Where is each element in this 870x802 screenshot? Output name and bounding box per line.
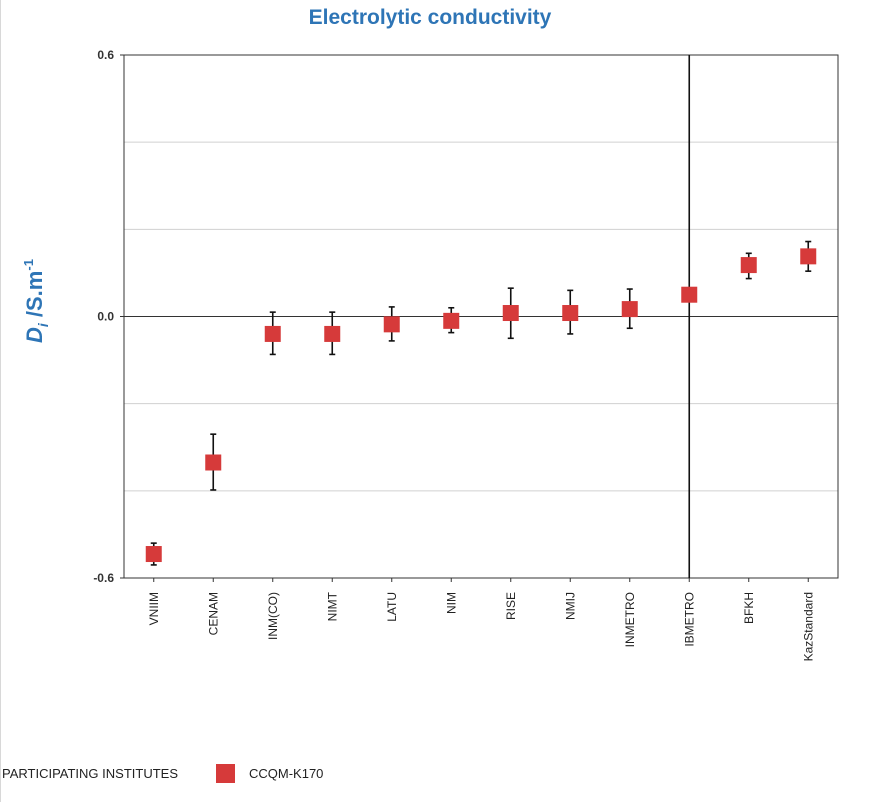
data-point-bfkh [740,257,757,274]
data-point-nmij [562,305,579,322]
data-point-nim [443,312,460,329]
data-point-nimt [324,325,341,342]
x-tick-label: INMETRO [623,592,637,647]
data-point-kazstandard [800,248,817,265]
legend: PARTICIPATING INSTITUTES CCQM-K170 [2,762,323,784]
chart-title: Electrolytic conductivity [308,6,552,29]
legend-marker [216,763,235,783]
data-point-ibmetro [681,286,698,303]
data-point-vniim [145,546,162,563]
y-tick-label: 0.6 [97,48,114,62]
data-point-rise [502,305,519,322]
data-point-inm-co- [264,325,281,342]
y-axis-label: Di /S.m-1 [21,259,51,343]
x-tick-label: INM(CO) [266,592,280,640]
y-tick-label: 0.0 [97,310,114,324]
y-tick-label: -0.6 [93,571,114,585]
legend-title: PARTICIPATING INSTITUTES [2,765,178,781]
legend-series-label: CCQM-K170 [249,765,324,781]
x-tick-label: NIM [444,592,458,614]
data-point-latu [383,316,400,333]
x-tick-label: IBMETRO [682,592,696,647]
x-tick-label: RISE [504,592,518,620]
x-tick-label: BFKH [742,592,756,624]
x-tick-label: VNIIM [147,592,161,625]
data-point-cenam [205,454,222,471]
x-tick-label: NMIJ [563,592,577,620]
left-border [0,0,1,802]
x-tick-label: LATU [385,592,399,622]
x-tick-label: KazStandard [801,592,815,661]
chart-plot: 0.6 0.0 -0.6 VNIIM CENAM INM(CO) NIMT LATU NIM RI… [21,48,839,661]
data-point-inmetro [621,301,638,318]
x-tick-label: NIMT [325,591,339,621]
x-tick-label: CENAM [206,592,220,635]
